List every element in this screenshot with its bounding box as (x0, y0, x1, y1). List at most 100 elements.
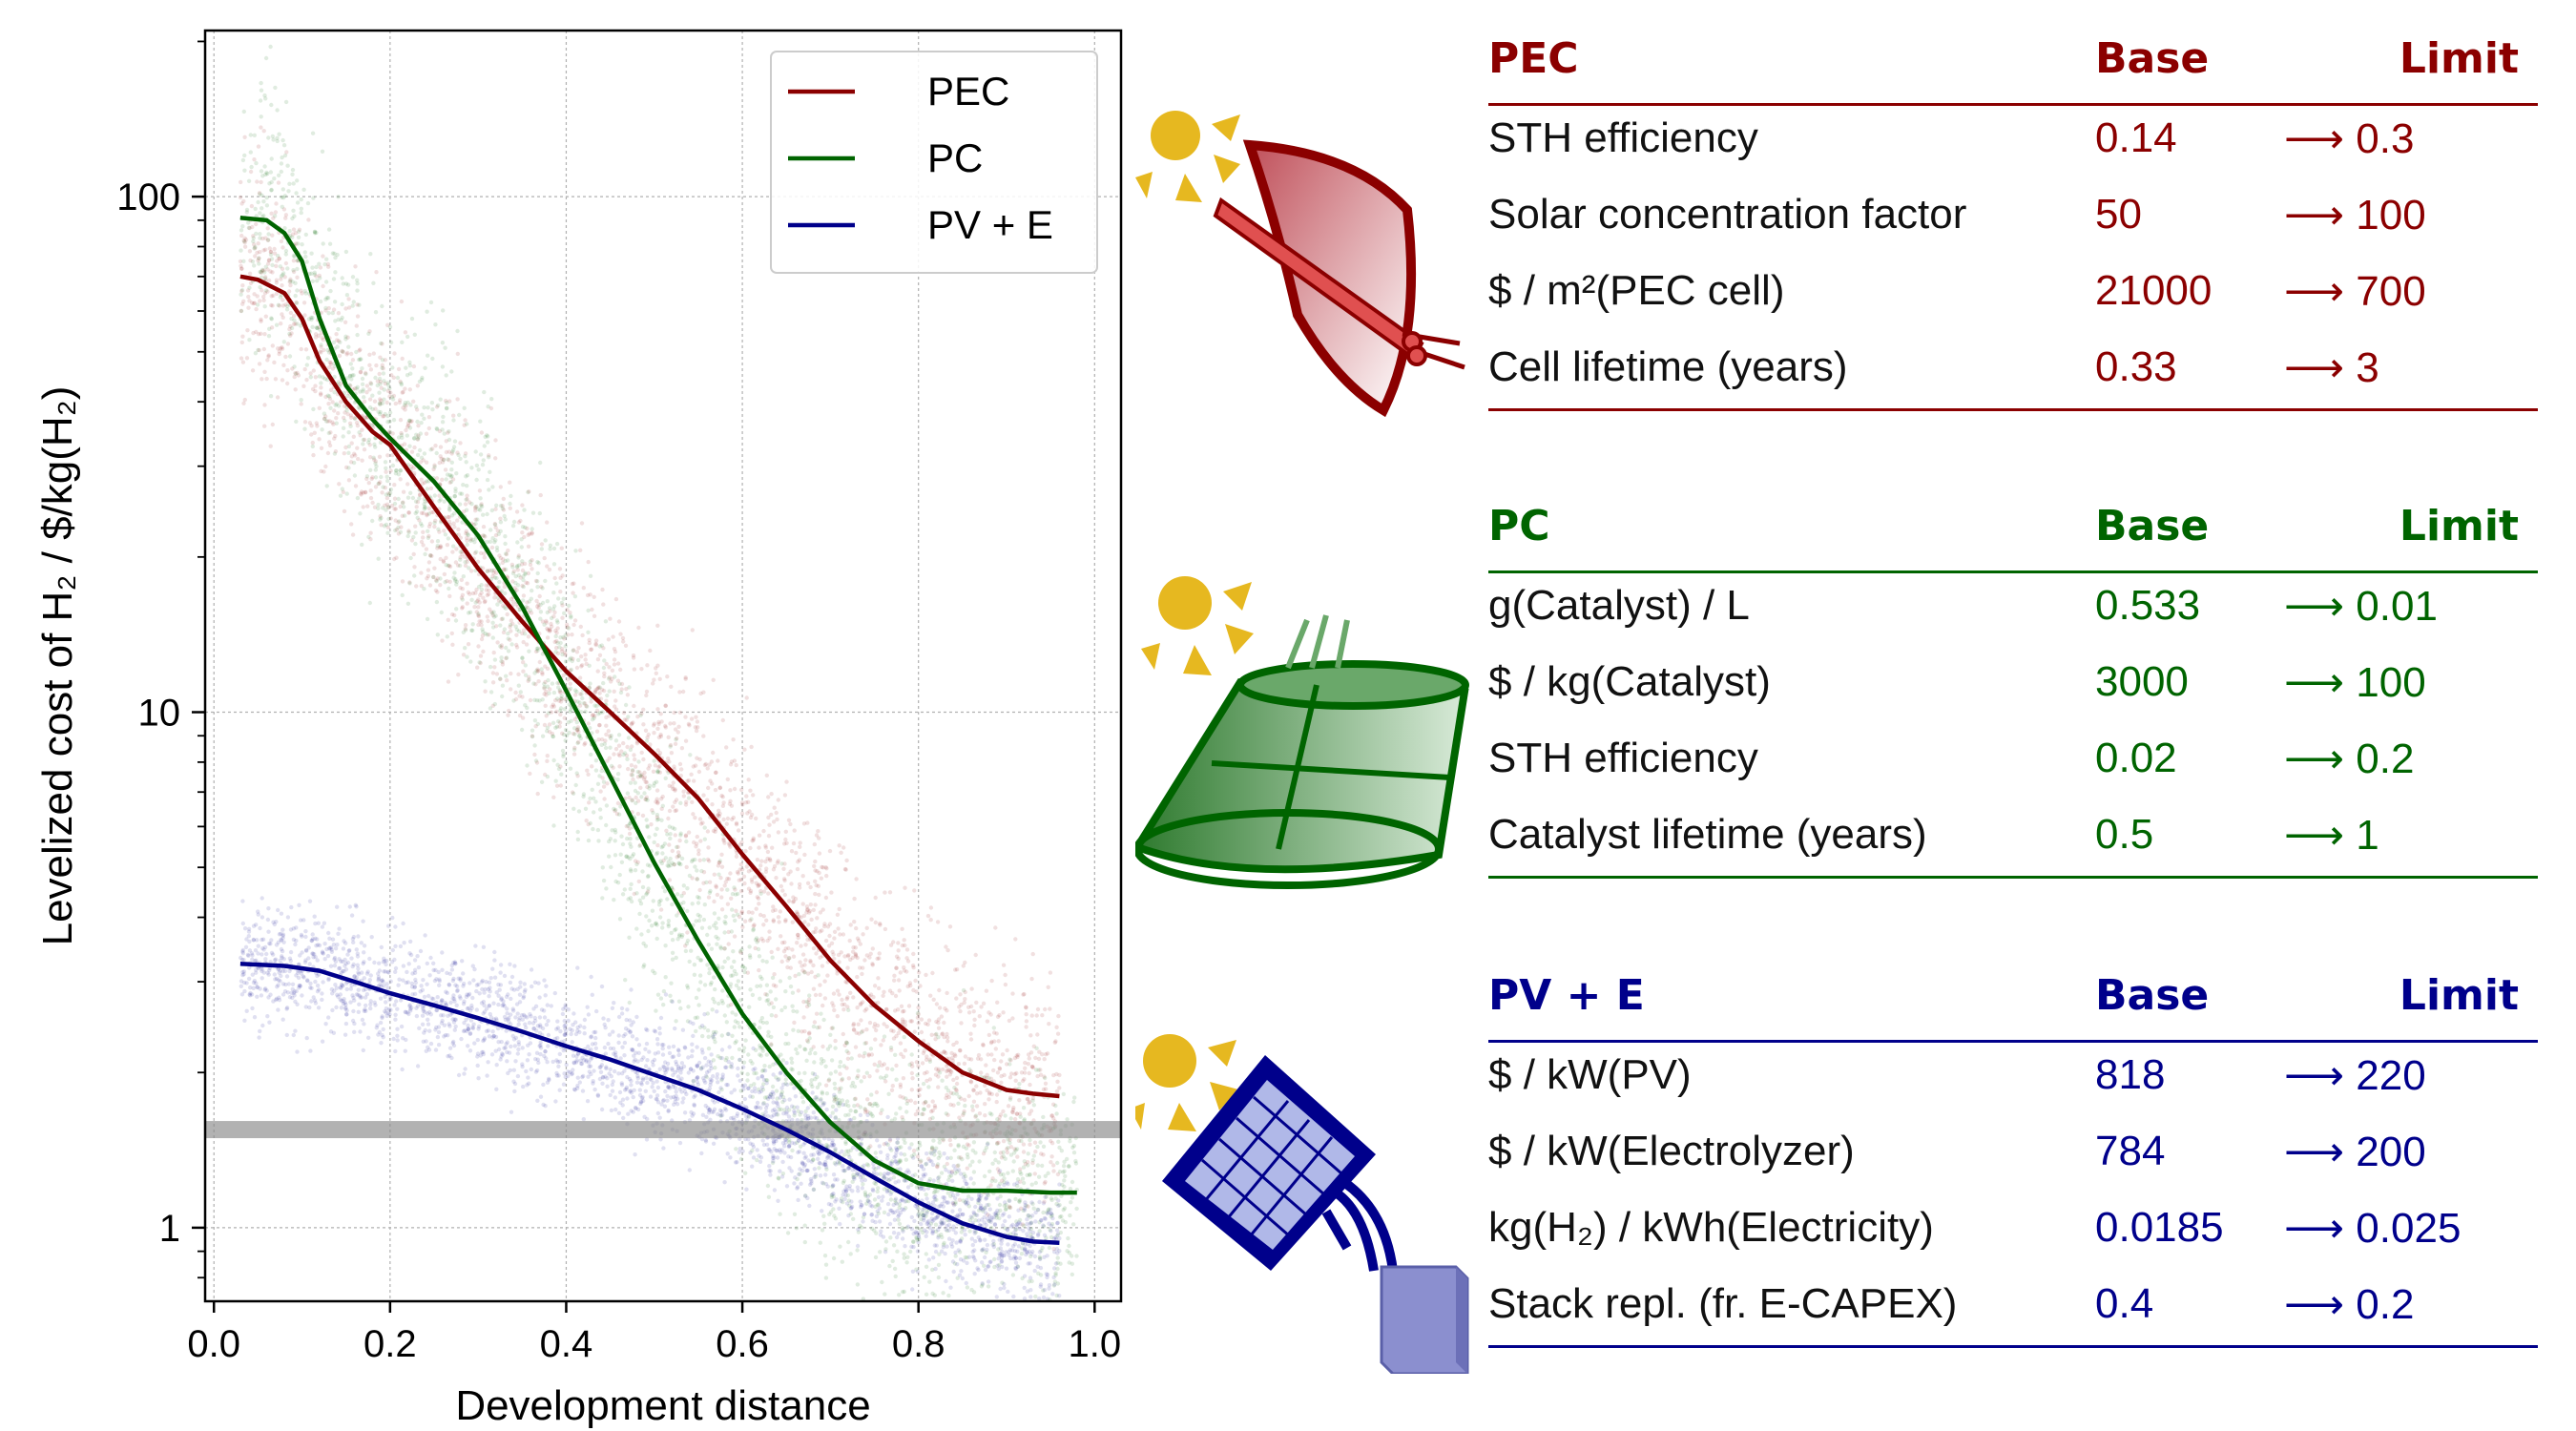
scatter-point (416, 433, 421, 438)
scatter-point (262, 164, 267, 169)
scatter-point (971, 1088, 976, 1092)
scatter-point (512, 586, 517, 591)
scatter-point (400, 356, 405, 362)
scatter-point (876, 985, 882, 991)
scatter-point (370, 406, 375, 412)
scatter-point (256, 332, 261, 337)
scatter-point (842, 1043, 847, 1048)
scatter-point (270, 343, 275, 348)
scatter-point (1068, 1139, 1072, 1144)
scatter-point (761, 914, 766, 919)
scatter-point (310, 279, 315, 283)
scatter-point (898, 1106, 903, 1110)
scatter-point (733, 1019, 738, 1024)
scatter-point (562, 636, 567, 641)
scatter-point (482, 389, 487, 395)
scatter-point (257, 256, 261, 261)
scatter-point (804, 1004, 810, 1009)
scatter-point (242, 236, 247, 240)
scatter-point (825, 973, 830, 978)
scatter-point (476, 584, 482, 590)
scatter-point (726, 877, 732, 881)
scatter-point (948, 1143, 953, 1148)
scatter-point (994, 1031, 999, 1036)
scatter-point (266, 334, 272, 339)
scatter-point (613, 879, 618, 884)
scatter-point (592, 810, 596, 815)
scatter-point (633, 764, 638, 769)
scatter-point (261, 213, 266, 218)
scatter-point (361, 437, 365, 443)
scatter-point (280, 315, 285, 320)
scatter-point (435, 544, 440, 549)
scatter-point (539, 547, 544, 551)
scatter-point (953, 1201, 958, 1207)
scatter-point (274, 263, 279, 269)
scatter-point (364, 390, 369, 395)
scatter-point (1037, 1229, 1042, 1234)
scatter-point (490, 625, 496, 630)
scatter-point (878, 923, 883, 927)
scatter-point (311, 368, 316, 373)
scatter-point (1019, 1138, 1024, 1144)
scatter-point (446, 457, 450, 462)
scatter-point (806, 1031, 812, 1036)
scatter-point (893, 993, 899, 999)
scatter-point (986, 1141, 990, 1146)
scatter-point (852, 920, 857, 924)
scatter-point (788, 984, 794, 989)
scatter-point (844, 1149, 849, 1154)
scatter-point (388, 340, 394, 345)
scatter-point (511, 519, 517, 525)
scatter-point (604, 803, 610, 808)
scatter-point (701, 917, 707, 923)
scatter-point (794, 1226, 800, 1231)
scatter-point (348, 415, 354, 420)
scatter-point (758, 996, 762, 1002)
scatter-point (945, 1008, 949, 1013)
scatter-point (689, 948, 694, 953)
scatter-point (860, 971, 864, 977)
scatter-point (1057, 1072, 1062, 1078)
scatter-point (522, 534, 527, 540)
scatter-point (477, 619, 482, 624)
scatter-point (784, 779, 789, 784)
scatter-point (692, 778, 696, 783)
scatter-point (546, 711, 551, 716)
scatter-point (633, 868, 638, 873)
scatter-point (1017, 1198, 1022, 1204)
scatter-point (996, 1247, 1001, 1252)
scatter-point (1026, 1204, 1030, 1209)
scatter-point (533, 649, 539, 654)
scatter-point (630, 854, 634, 859)
scatter-point (832, 1081, 837, 1087)
scatter-point (916, 1211, 922, 1216)
scatter-point (737, 986, 741, 991)
scatter-point (280, 273, 285, 278)
scatter-point (698, 821, 704, 826)
scatter-point (875, 1202, 880, 1208)
scatter-point (272, 246, 277, 252)
scatter-point (620, 841, 626, 847)
scatter-point (858, 965, 862, 970)
scatter-point (1026, 1052, 1031, 1057)
scatter-point (846, 1007, 851, 1013)
scatter-point (393, 507, 398, 511)
scatter-point (696, 852, 701, 857)
scatter-point (796, 935, 800, 941)
scatter-point (654, 1008, 658, 1013)
scatter-point (524, 580, 529, 585)
scatter-point (558, 783, 563, 788)
scatter-point (1001, 1109, 1006, 1114)
scatter-point (612, 662, 617, 667)
scatter-point (248, 133, 253, 137)
scatter-point (425, 487, 430, 491)
scatter-point (971, 1290, 977, 1295)
scatter-point (612, 806, 616, 812)
scatter-point (820, 928, 824, 933)
scatter-point (906, 1004, 912, 1008)
scatter-point (672, 764, 676, 769)
scatter-point (627, 826, 633, 831)
scatter-point (387, 394, 392, 399)
scatter-point (777, 1107, 781, 1112)
